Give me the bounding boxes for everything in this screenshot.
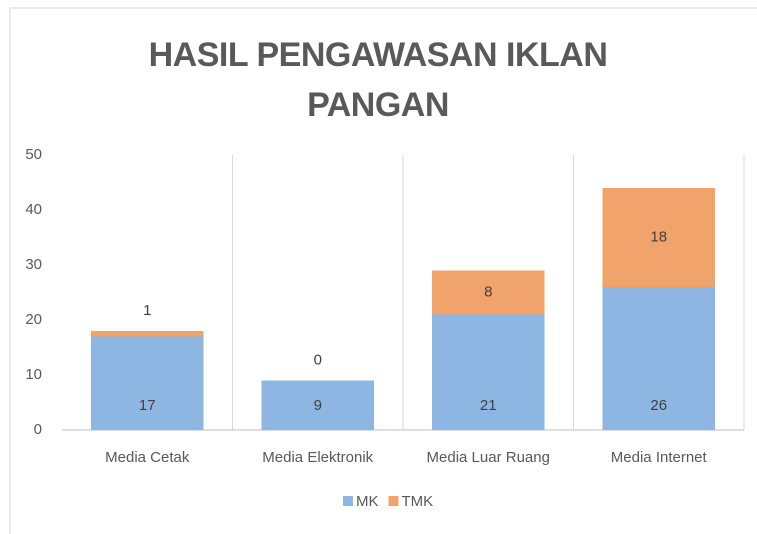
data-label: 1 [143, 302, 151, 319]
bar-segment [431, 270, 545, 315]
chart-border [9, 7, 757, 534]
x-tick-label: Media Luar Ruang [427, 449, 550, 466]
bar-segment [90, 336, 204, 430]
legend-swatch [388, 496, 399, 506]
x-tick-label: Media Cetak [105, 449, 190, 466]
y-tick-label: 40 [25, 201, 42, 218]
legend-swatch [343, 496, 353, 506]
data-label: 21 [480, 397, 497, 414]
x-tick-label: Media Internet [611, 449, 708, 466]
bar-segment [431, 314, 545, 430]
bar-segment [602, 287, 716, 430]
bar-segment [602, 188, 716, 287]
data-label: 9 [314, 397, 322, 414]
y-tick-label: 50 [25, 146, 42, 163]
data-label: 17 [139, 397, 156, 414]
data-label: 0 [314, 351, 322, 368]
y-tick-label: 10 [25, 366, 42, 383]
legend-label: MK [356, 493, 379, 510]
chart-title: HASIL PENGAWASAN IKLAN PANGAN [148, 36, 608, 124]
y-tick-label: 30 [25, 256, 42, 273]
bar-segment [261, 380, 375, 430]
x-tick-label: Media Elektronik [262, 449, 373, 466]
legend-label: TMK [402, 493, 434, 510]
data-label: 26 [650, 397, 667, 414]
bar-segment [90, 331, 204, 337]
data-label: 18 [650, 228, 667, 245]
data-label: 8 [484, 283, 492, 300]
y-tick-label: 20 [25, 311, 42, 328]
y-tick-label: 0 [34, 421, 42, 438]
